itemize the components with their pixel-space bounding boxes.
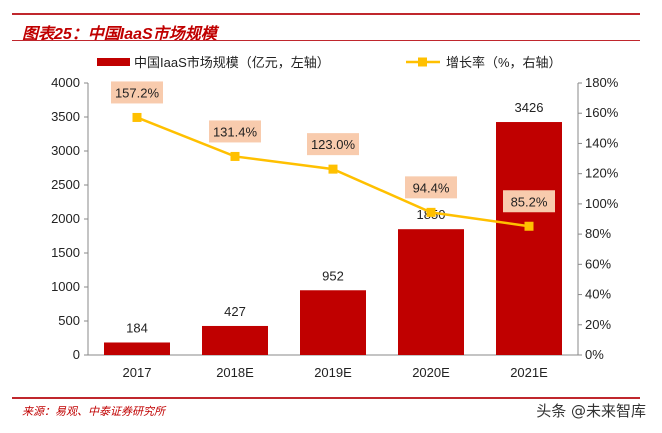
line-label: 123.0% [311,137,356,152]
bar-label: 3426 [515,100,544,115]
chart-title: 图表25：中国IaaS市场规模 [22,26,217,43]
line-label-box [307,133,359,156]
right-tick-label: 0% [585,347,604,362]
line-label-box [405,176,457,199]
source-note: 来源：易观、中泰证券研究所 [22,405,165,418]
line-marker [524,221,534,231]
legend-line-label: 增长率（%，右轴） [446,55,562,70]
left-tick-label: 500 [58,313,80,328]
left-tick-label: 1500 [51,245,80,260]
bar-label: 184 [126,320,148,335]
x-tick-label: 2018E [216,365,254,380]
line-marker [230,151,240,161]
line-label: 157.2% [115,85,160,100]
left-tick-label: 2000 [51,211,80,226]
left-tick-label: 2500 [51,177,80,192]
right-tick-label: 160% [585,105,619,120]
bar-label: 952 [322,268,344,283]
x-tick-label: 2021E [510,365,548,380]
top-rule [12,13,640,15]
right-tick-label: 100% [585,196,619,211]
line-label: 131.4% [213,124,258,139]
watermark: 头条 @未来智库 [536,402,646,420]
legend-line-marker [418,57,427,67]
bar [496,122,562,355]
line-marker [426,207,436,217]
right-tick-label: 60% [585,256,611,271]
left-tick-label: 0 [73,347,80,362]
line-label-box [111,81,163,104]
right-tick-label: 20% [585,317,611,332]
right-tick-label: 80% [585,226,611,241]
right-tick-label: 120% [585,166,619,181]
x-tick-label: 2019E [314,365,352,380]
x-tick-label: 2020E [412,365,450,380]
title-rule [12,40,640,41]
bar-label: 427 [224,304,246,319]
right-tick-label: 180% [585,75,619,90]
line-label: 94.4% [413,180,450,195]
bar [300,290,366,355]
left-tick-label: 3500 [51,109,80,124]
bottom-rule [12,397,640,399]
line-label-box [503,190,555,213]
left-tick-label: 3000 [51,143,80,158]
bar [104,342,170,355]
line-label: 85.2% [511,194,548,209]
legend-bar-label: 中国IaaS市场规模（亿元，左轴） [134,55,330,70]
bar [398,229,464,355]
left-tick-label: 4000 [51,75,80,90]
line-label-box [209,120,261,143]
bar [202,325,268,355]
left-tick-label: 1000 [51,279,80,294]
legend-bar-swatch [97,58,130,66]
right-tick-label: 40% [585,287,611,302]
line-marker [132,112,142,122]
line-marker [328,164,338,174]
x-tick-label: 2017 [123,365,152,380]
right-tick-label: 140% [585,135,619,150]
